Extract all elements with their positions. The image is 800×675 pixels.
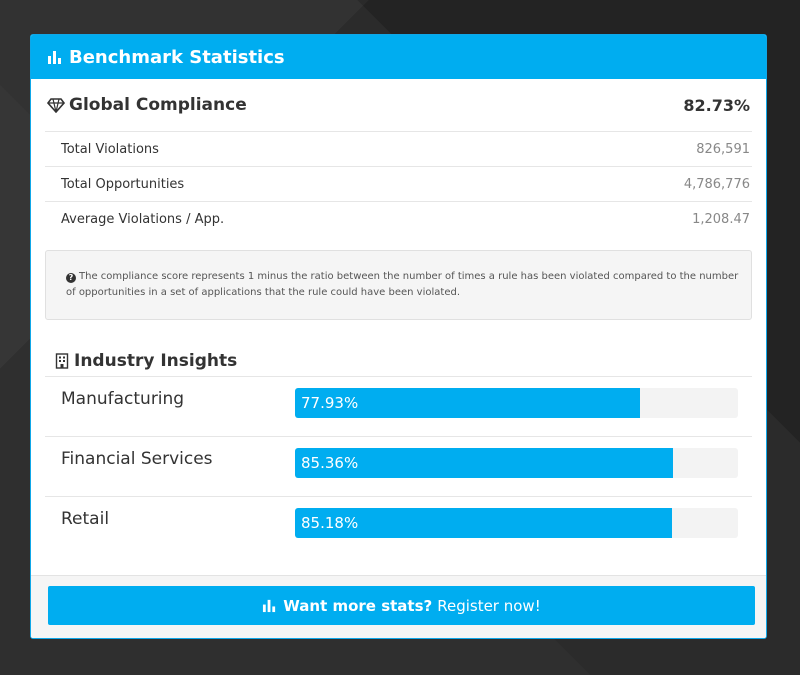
- benchmark-panel: Benchmark Statistics Global Compliance 8…: [30, 34, 767, 639]
- stat-value: 1,208.47: [692, 211, 750, 227]
- register-button[interactable]: Want more stats? Register now!: [48, 586, 755, 625]
- progress-fill: 85.36%: [295, 448, 674, 478]
- industry-row: Financial Services 85.36%: [45, 437, 752, 497]
- industry-list: Manufacturing 77.93% Financial Services …: [45, 377, 752, 556]
- cta-bold-text: Want more stats?: [283, 596, 433, 615]
- stat-row: Average Violations / App. 1,208.47: [45, 202, 752, 236]
- panel-footer: Want more stats? Register now!: [31, 575, 766, 638]
- industry-title: Industry Insights: [74, 351, 238, 371]
- stat-value: 826,591: [696, 141, 750, 157]
- note-text: The compliance score represents 1 minus …: [66, 271, 739, 298]
- stat-row: Total Opportunities 4,786,776: [45, 167, 752, 202]
- industry-insights-title: Industry Insights: [45, 346, 752, 377]
- progress-fill: 85.18%: [295, 508, 673, 538]
- compliance-score: 82.73%: [683, 95, 750, 115]
- panel-body: Global Compliance 82.73% Total Violation…: [31, 79, 766, 556]
- compliance-title: Global Compliance: [69, 95, 247, 115]
- stat-label: Total Violations: [61, 141, 159, 157]
- bar-chart-icon: [262, 598, 277, 613]
- panel-title: Benchmark Statistics: [69, 46, 285, 68]
- panel-header: Benchmark Statistics: [31, 35, 766, 79]
- industry-row: Manufacturing 77.93%: [45, 377, 752, 437]
- stat-row: Total Violations 826,591: [45, 132, 752, 167]
- progress-bar: 77.93%: [295, 388, 738, 418]
- stat-value: 4,786,776: [683, 176, 750, 192]
- stat-label: Average Violations / App.: [61, 211, 225, 227]
- industry-name: Financial Services: [61, 449, 213, 469]
- progress-bar: 85.18%: [295, 508, 738, 538]
- progress-fill: 77.93%: [295, 388, 641, 418]
- bar-chart-icon: [47, 49, 63, 65]
- building-icon: [55, 353, 69, 369]
- industry-row: Retail 85.18%: [45, 497, 752, 556]
- question-circle-icon: ?: [66, 273, 76, 283]
- compliance-note: ? The compliance score represents 1 minus…: [45, 250, 752, 320]
- diamond-icon: [47, 97, 65, 113]
- industry-name: Retail: [61, 509, 110, 529]
- cta-text: Register now!: [437, 596, 541, 615]
- industry-name: Manufacturing: [61, 389, 185, 409]
- stat-label: Total Opportunities: [61, 176, 185, 192]
- compliance-header: Global Compliance 82.73%: [45, 79, 752, 132]
- progress-bar: 85.36%: [295, 448, 738, 478]
